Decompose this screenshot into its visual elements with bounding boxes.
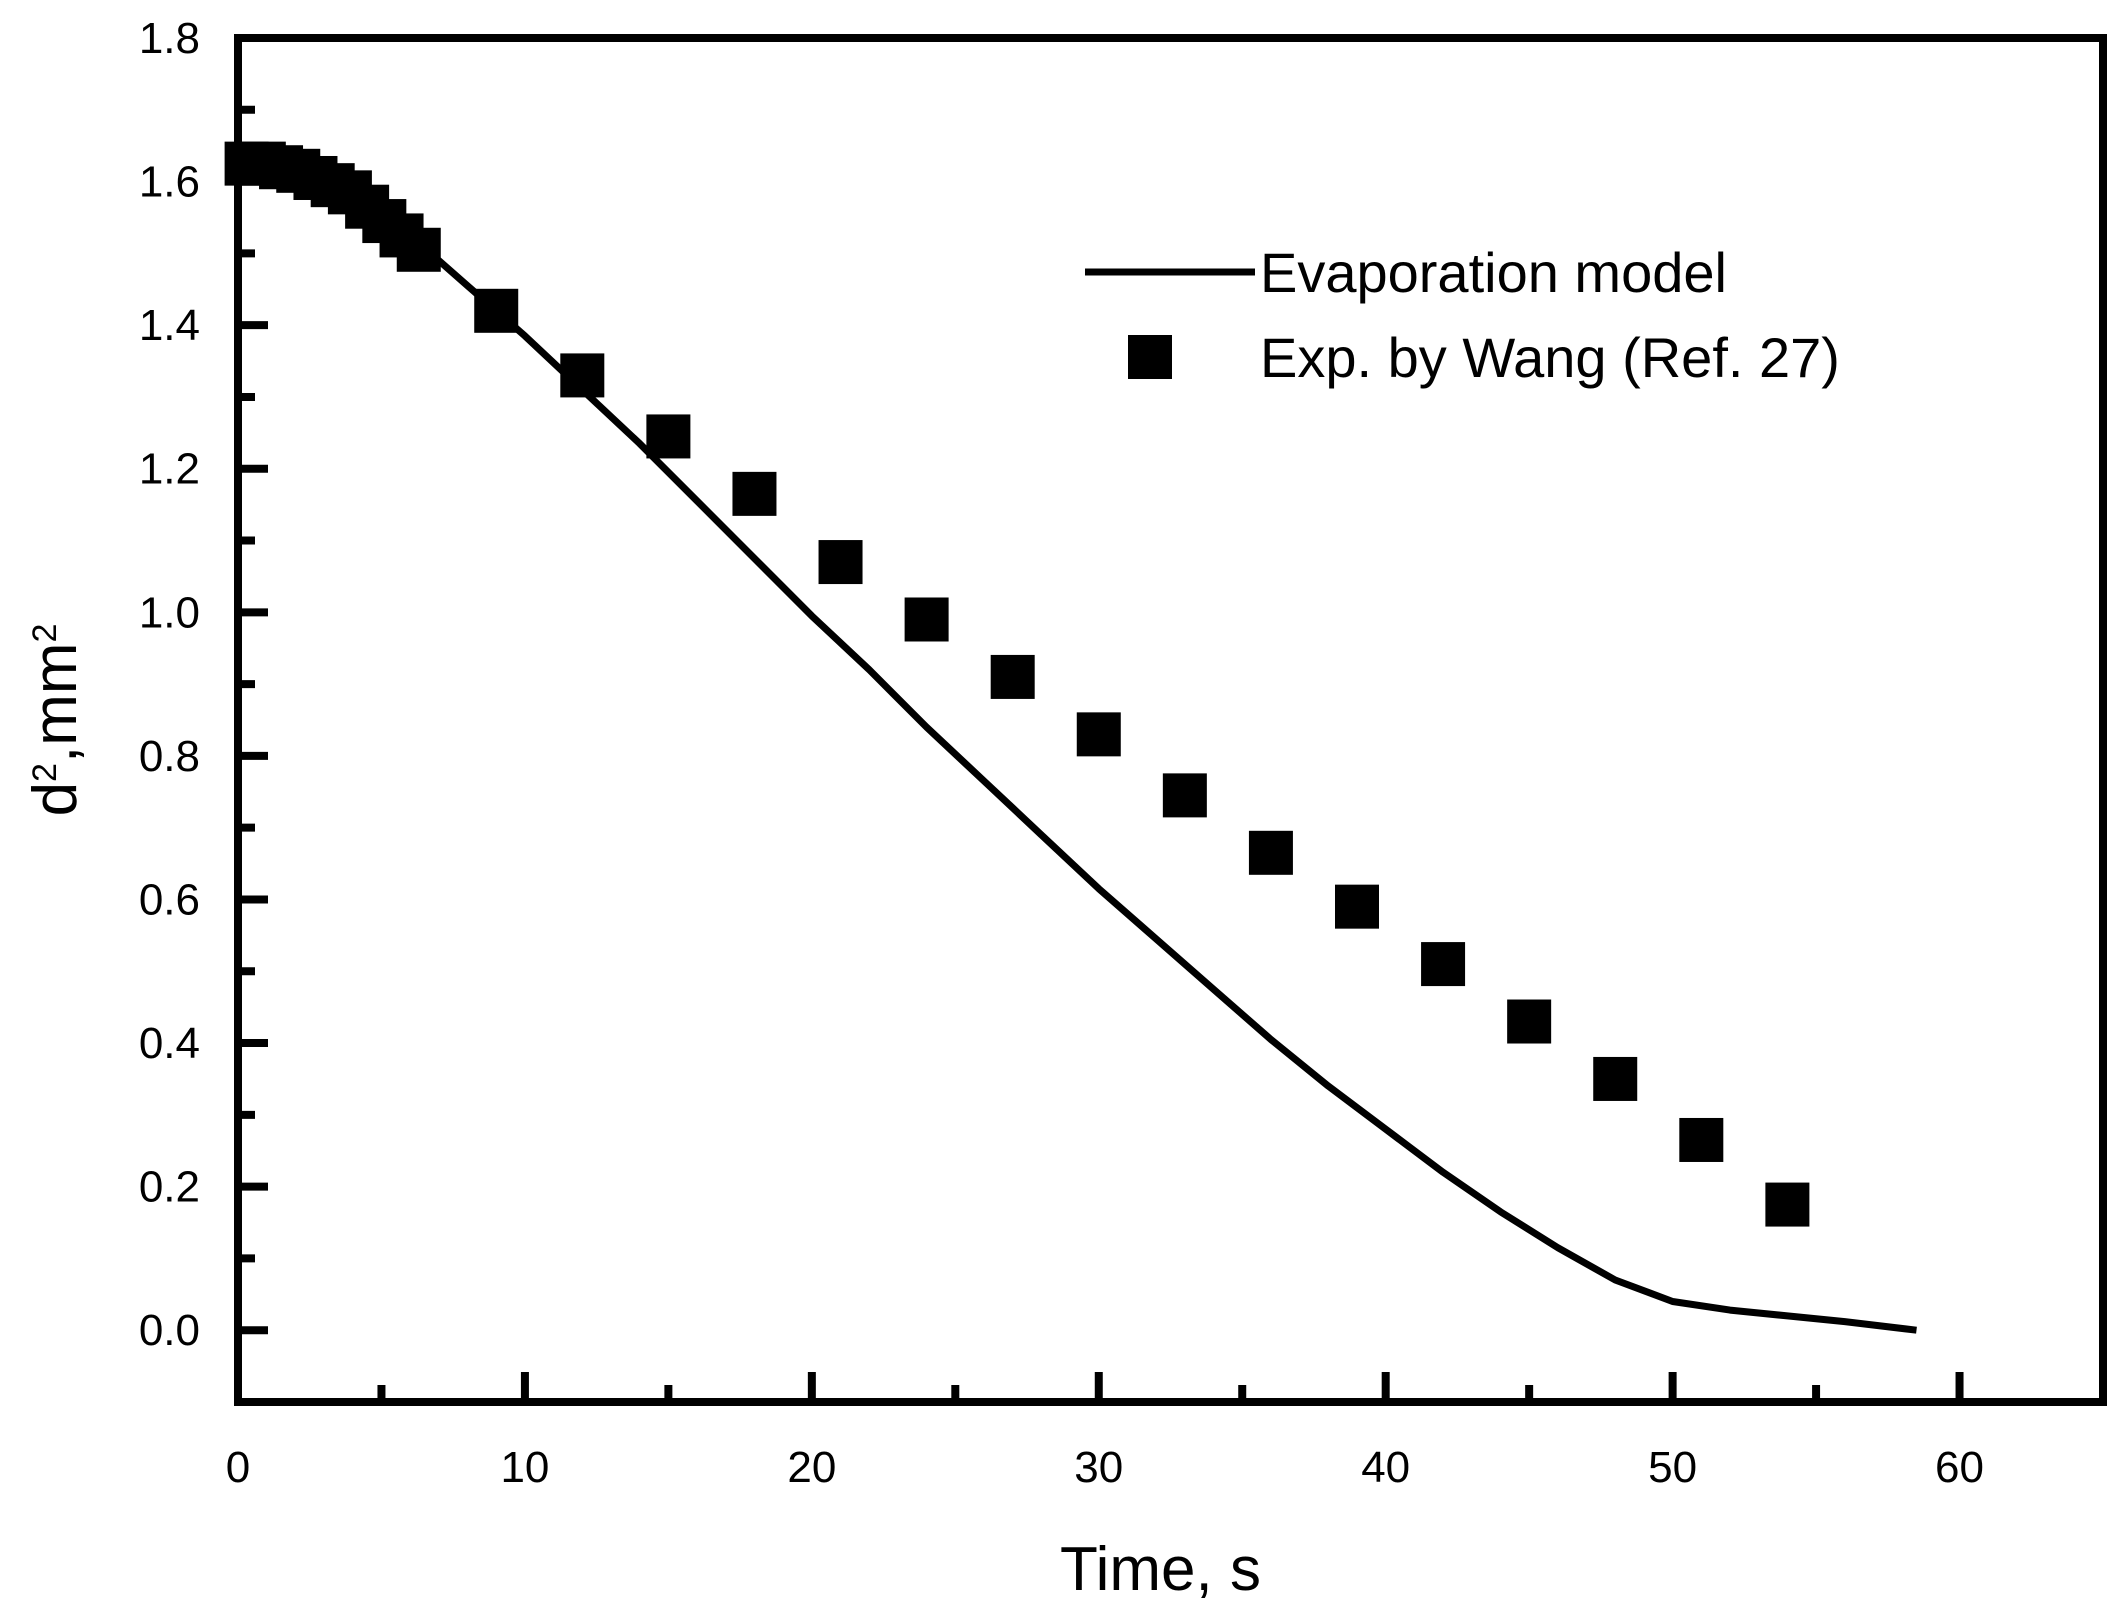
x-tick-label: 50 (1648, 1443, 1697, 1492)
y-axis-title-group: d2,mm2 (21, 624, 90, 817)
y-tick-label: 1.6 (139, 158, 200, 207)
plot-frame (234, 34, 2107, 1406)
y-tick-label: 0.4 (139, 1019, 200, 1068)
y-tick-label: 0.0 (139, 1306, 200, 1355)
exp-point (1593, 1056, 1638, 1101)
exp-point (1765, 1182, 1810, 1227)
y-title-base: d (21, 782, 90, 816)
y-title-mid: ,mm (21, 642, 90, 763)
x-tick-label: 10 (500, 1443, 549, 1492)
y-tick-label: 1.8 (139, 14, 200, 63)
y-tick-label: 0.8 (139, 732, 200, 781)
y-tick-label: 1.0 (139, 588, 200, 637)
exp-point (818, 540, 863, 585)
exp-point (1507, 999, 1552, 1044)
exp-point (732, 471, 777, 516)
exp-point (646, 414, 691, 459)
exp-point (396, 227, 441, 272)
y-tick-label: 0.6 (139, 875, 200, 924)
x-tick-label: 40 (1361, 1443, 1410, 1492)
y-title-sup2: 2 (26, 624, 64, 643)
exp-point (904, 597, 949, 642)
exp-point (1076, 712, 1121, 757)
exp-point (474, 288, 519, 333)
x-axis-title: Time, s (1060, 1535, 1261, 1604)
y-tick-label: 0.2 (139, 1163, 200, 1212)
y-tick-label: 1.4 (139, 301, 200, 350)
exp-point (990, 654, 1035, 699)
x-tick-label: 0 (226, 1443, 250, 1492)
legend-square-swatch (1128, 335, 1172, 379)
x-tick-label: 20 (787, 1443, 836, 1492)
y-axis-title: d2,mm2 (21, 624, 90, 817)
exp-point (1162, 773, 1207, 818)
legend-label-exp: Exp. by Wang (Ref. 27) (1260, 326, 1840, 389)
x-tick-label: 60 (1935, 1443, 1984, 1492)
exp-point (560, 353, 605, 398)
y-title-sup1: 2 (26, 763, 64, 782)
y-tick-label: 1.2 (139, 445, 200, 494)
legend-label-model: Evaporation model (1260, 241, 1727, 304)
exp-point (1335, 884, 1379, 929)
exp-point (1248, 830, 1293, 875)
x-tick-label: 30 (1074, 1443, 1123, 1492)
exp-point (1421, 942, 1466, 987)
exp-point (1679, 1117, 1724, 1162)
